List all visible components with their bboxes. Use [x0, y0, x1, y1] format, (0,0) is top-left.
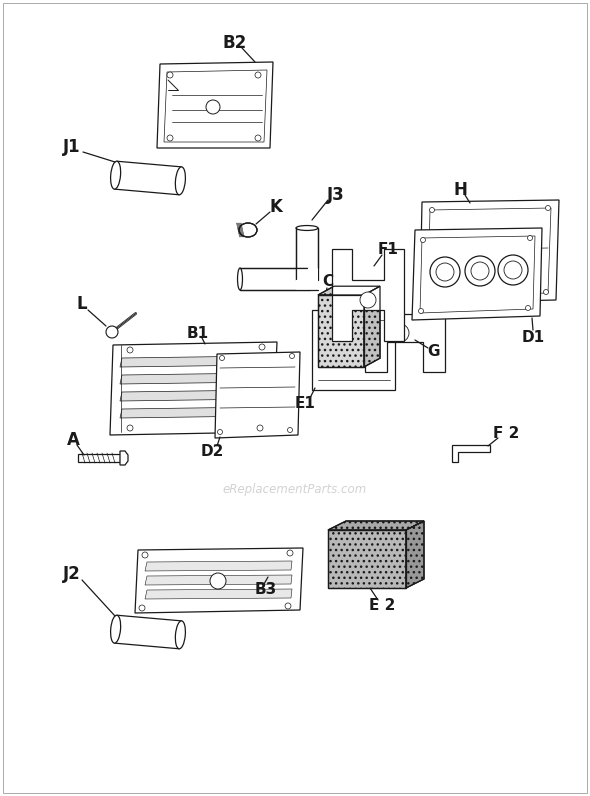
Polygon shape [120, 373, 265, 384]
Circle shape [255, 72, 261, 78]
Circle shape [290, 353, 294, 358]
Polygon shape [135, 548, 303, 613]
Polygon shape [120, 390, 265, 401]
Circle shape [421, 237, 425, 243]
Text: B3: B3 [255, 583, 277, 598]
Polygon shape [114, 615, 182, 649]
Circle shape [430, 257, 460, 287]
Polygon shape [318, 295, 364, 367]
Text: L: L [77, 295, 87, 313]
Circle shape [465, 256, 495, 286]
Polygon shape [332, 249, 404, 341]
Polygon shape [428, 208, 551, 296]
Circle shape [206, 100, 220, 114]
Ellipse shape [296, 225, 318, 231]
Circle shape [219, 356, 225, 361]
Text: B2: B2 [223, 34, 247, 52]
Circle shape [127, 347, 133, 353]
Polygon shape [296, 268, 318, 280]
Text: F1: F1 [378, 243, 398, 257]
Circle shape [418, 309, 424, 314]
Polygon shape [145, 575, 292, 585]
Polygon shape [406, 521, 424, 588]
Text: C: C [323, 275, 333, 290]
Circle shape [142, 552, 148, 558]
Circle shape [106, 326, 118, 338]
Polygon shape [215, 352, 300, 438]
Polygon shape [120, 451, 128, 465]
Circle shape [167, 72, 173, 78]
Ellipse shape [238, 268, 242, 290]
Circle shape [527, 236, 533, 240]
Ellipse shape [175, 167, 185, 195]
Circle shape [504, 261, 522, 279]
Text: F 2: F 2 [493, 426, 519, 440]
Circle shape [543, 290, 549, 295]
Polygon shape [420, 236, 535, 313]
Circle shape [127, 425, 133, 431]
Polygon shape [110, 342, 277, 435]
Polygon shape [296, 268, 318, 290]
Circle shape [526, 306, 530, 310]
Circle shape [498, 255, 528, 285]
Text: J2: J2 [63, 565, 81, 583]
Circle shape [257, 425, 263, 431]
Text: E1: E1 [294, 396, 316, 411]
Circle shape [430, 208, 434, 213]
Polygon shape [412, 228, 542, 320]
Circle shape [210, 573, 226, 589]
Circle shape [471, 262, 489, 280]
Polygon shape [145, 561, 292, 571]
Polygon shape [157, 62, 273, 148]
Polygon shape [420, 200, 559, 303]
Circle shape [360, 292, 376, 308]
Circle shape [287, 550, 293, 556]
Text: D1: D1 [522, 330, 545, 345]
Circle shape [287, 427, 293, 432]
Polygon shape [78, 454, 120, 462]
Polygon shape [164, 70, 267, 142]
Text: E 2: E 2 [369, 599, 395, 614]
Circle shape [167, 135, 173, 141]
Circle shape [139, 605, 145, 611]
Ellipse shape [110, 615, 121, 643]
Ellipse shape [175, 621, 185, 649]
Polygon shape [328, 530, 406, 588]
Polygon shape [365, 284, 445, 372]
Circle shape [546, 205, 550, 210]
Polygon shape [328, 521, 424, 530]
Circle shape [218, 430, 222, 435]
Polygon shape [312, 310, 395, 390]
Circle shape [255, 135, 261, 141]
Polygon shape [318, 287, 380, 295]
Text: J1: J1 [63, 138, 81, 156]
Text: K: K [270, 198, 283, 216]
Text: G: G [428, 345, 440, 360]
Circle shape [428, 291, 432, 296]
Ellipse shape [239, 223, 257, 237]
Polygon shape [114, 162, 182, 195]
Text: D2: D2 [201, 444, 224, 459]
Text: B1: B1 [187, 326, 209, 341]
Polygon shape [120, 407, 265, 418]
Polygon shape [145, 589, 292, 599]
Circle shape [285, 603, 291, 609]
Ellipse shape [110, 162, 121, 189]
Text: J3: J3 [327, 186, 345, 204]
Circle shape [436, 263, 454, 281]
Circle shape [391, 324, 409, 342]
Circle shape [259, 344, 265, 350]
Polygon shape [452, 445, 490, 462]
Polygon shape [364, 287, 380, 367]
Text: eReplacementParts.com: eReplacementParts.com [223, 483, 367, 497]
Text: A: A [67, 431, 80, 449]
Polygon shape [120, 356, 265, 367]
Text: H: H [453, 181, 467, 199]
